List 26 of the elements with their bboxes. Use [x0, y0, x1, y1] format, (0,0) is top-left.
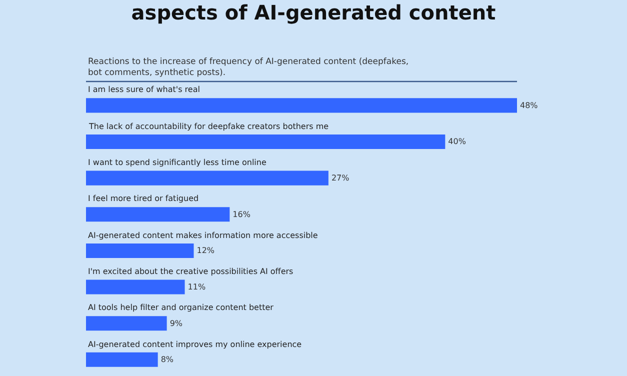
bar [86, 98, 517, 113]
bar [86, 134, 446, 150]
data-label: 16% [232, 210, 251, 219]
y-tick-label: AI tools help filter and organize content better [88, 303, 274, 312]
y-tick-label: I want to spend significantly less time online [88, 158, 266, 167]
bar [86, 170, 328, 186]
y-tick-label: AI-generated content makes information more accessible [88, 231, 318, 240]
data-label: 12% [196, 246, 215, 256]
y-tick-label: I am less sure of what's real [88, 85, 200, 94]
y-tick-label: I feel more tired or fatigued [88, 194, 199, 203]
y-tick-label: I'm excited about the creative possibilities AI offers [88, 267, 294, 276]
data-label: 8% [160, 355, 174, 364]
bar [86, 280, 185, 294]
data-label: 9% [170, 318, 183, 328]
y-tick-label: The lack of accountability for deepfake creators bothers me [88, 122, 329, 131]
bar [86, 207, 230, 222]
chart-subtitle: Reactions to the increase of frequency of AI-generated content (deepfakes, bot comments, synthetic posts). [88, 57, 409, 78]
bar [86, 352, 158, 367]
y-tick-label: AI-generated content improves my online experience [88, 340, 302, 349]
chart-title: aspects of AI-generated content [131, 0, 496, 25]
data-label: 40% [448, 137, 466, 146]
data-label: 11% [188, 282, 206, 292]
bar [86, 316, 167, 331]
data-label: 48% [520, 100, 538, 110]
bar [86, 243, 194, 258]
data-label: 27% [331, 174, 350, 183]
